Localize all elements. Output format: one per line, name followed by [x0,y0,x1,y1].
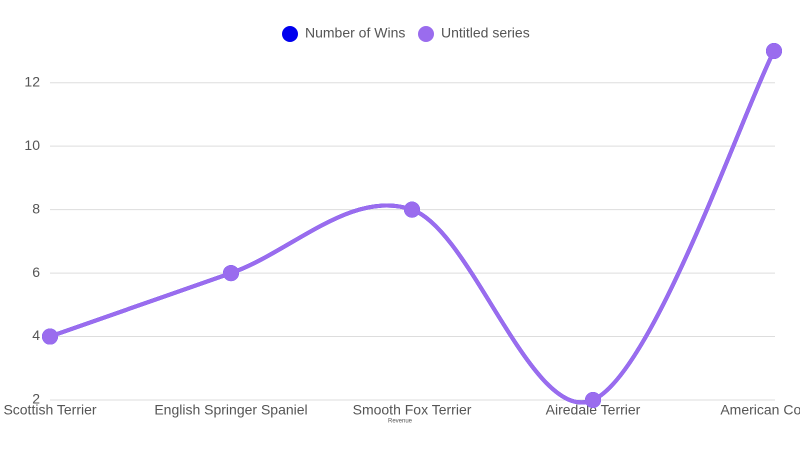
x-tick-label: Scottish Terrier [3,402,96,418]
x-tick-label: American Cocker [720,402,800,418]
legend: Number of Wins Untitled series [282,25,530,42]
point [585,392,601,408]
series-line [49,50,776,405]
y-tick-label: 12 [24,73,40,89]
y-tick-label: 10 [24,137,40,153]
y-tick-label: 4 [32,327,40,343]
point [766,43,782,59]
legend-label: Untitled series [441,25,530,41]
x-axis-label: Revenue [388,419,413,425]
point [42,328,58,345]
x-tick-label: English Springer Spaniel [154,402,307,418]
point [223,265,239,282]
y-tick-label: 6 [32,264,40,280]
legend-marker [282,26,298,42]
point [404,201,420,218]
x-tick-label: Airedale Terrier [546,402,641,418]
y-tick-label: 8 [32,200,40,216]
y-tick-label: 2 [32,391,40,407]
legend-label: Number of Wins [305,25,405,41]
legend-marker [418,26,434,42]
series-line [49,50,776,405]
x-tick-label: Smooth Fox Terrier [353,402,472,418]
